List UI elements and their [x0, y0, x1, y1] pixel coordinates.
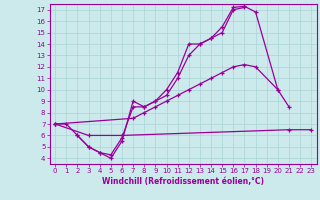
X-axis label: Windchill (Refroidissement éolien,°C): Windchill (Refroidissement éolien,°C) — [102, 177, 264, 186]
